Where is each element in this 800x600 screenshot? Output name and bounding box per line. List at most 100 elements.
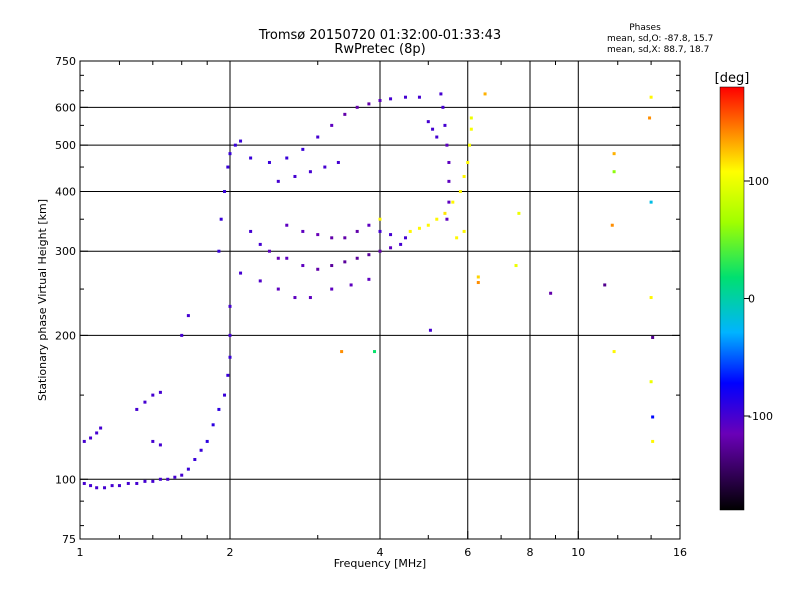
data-point — [135, 481, 139, 485]
data-point — [276, 179, 280, 183]
data-point — [343, 260, 347, 264]
data-point — [649, 95, 653, 99]
data-point — [408, 229, 412, 233]
data-point — [439, 92, 443, 96]
data-point — [219, 217, 223, 221]
data-point — [649, 200, 653, 204]
data-point — [431, 127, 435, 131]
data-point — [173, 475, 177, 479]
data-point — [349, 283, 353, 287]
data-point — [239, 271, 243, 275]
data-point — [258, 242, 262, 246]
data-point — [228, 304, 232, 308]
colorbar-tick-label: -100 — [748, 410, 773, 423]
data-point — [276, 287, 280, 291]
data-point — [378, 229, 382, 233]
data-point — [469, 116, 473, 120]
data-point — [417, 95, 421, 99]
data-point — [308, 296, 312, 300]
data-point — [228, 333, 232, 337]
data-point — [648, 116, 652, 120]
data-point — [458, 189, 462, 193]
data-points — [82, 92, 655, 490]
data-point — [466, 160, 470, 164]
data-point — [110, 484, 114, 488]
x-tick-label: 6 — [464, 546, 471, 559]
x-tick-label: 4 — [377, 546, 384, 559]
data-point — [89, 436, 93, 440]
data-point — [103, 486, 107, 490]
data-point — [649, 296, 653, 300]
data-point — [462, 229, 466, 233]
chart-title: Tromsø 20150720 01:32:00-01:33:43 — [258, 28, 501, 43]
data-point — [355, 105, 359, 109]
data-point — [330, 287, 334, 291]
data-point — [343, 236, 347, 240]
data-point — [612, 152, 616, 156]
data-point — [389, 233, 393, 237]
y-axis-label: Stationary phase Virtual Height [km] — [36, 199, 49, 401]
data-point — [549, 291, 553, 295]
data-point — [135, 407, 139, 411]
legend-entry-o: mean, sd,O: -87.8, 15.7 — [607, 34, 713, 44]
grid — [80, 61, 680, 539]
data-point — [367, 277, 371, 281]
x-tick-label: 16 — [673, 546, 687, 559]
data-point — [399, 242, 403, 246]
data-point — [226, 373, 230, 377]
data-point — [158, 477, 162, 481]
data-point — [343, 112, 347, 116]
data-point — [158, 443, 162, 447]
data-point — [612, 350, 616, 354]
data-point — [186, 467, 190, 471]
y-tick-label: 500 — [55, 139, 76, 152]
data-point — [455, 236, 459, 240]
data-point — [180, 473, 184, 477]
colorbar-tick-label: 100 — [748, 175, 769, 188]
data-point — [651, 415, 655, 419]
data-point — [373, 350, 377, 354]
data-point — [285, 256, 289, 260]
data-point — [82, 439, 86, 443]
data-point — [267, 249, 271, 253]
data-point — [514, 264, 518, 268]
colorbar: [deg] 100 0 -100 — [715, 71, 773, 511]
y-tick-label: 100 — [55, 473, 76, 486]
data-point — [435, 217, 439, 221]
legend-entry-x: mean, sd,X: 88.7, 18.7 — [607, 45, 709, 55]
data-point — [308, 170, 312, 174]
legend: Phases mean, sd,O: -87.8, 15.7 mean, sd,… — [607, 23, 713, 55]
data-point — [443, 123, 447, 127]
data-point — [205, 439, 209, 443]
data-point — [612, 170, 616, 174]
data-point — [301, 147, 305, 151]
data-point — [378, 249, 382, 253]
y-tick-label: 600 — [55, 101, 76, 114]
data-point — [649, 380, 653, 384]
data-point — [151, 439, 155, 443]
y-tick-label: 750 — [55, 55, 76, 68]
data-point — [610, 223, 614, 227]
data-point — [95, 431, 99, 435]
x-tick-label: 2 — [227, 546, 234, 559]
data-point — [143, 400, 147, 404]
x-axis-label: Frequency [MHz] — [334, 557, 426, 570]
data-point — [126, 481, 130, 485]
data-point — [389, 97, 393, 101]
y-tick-label: 200 — [55, 329, 76, 342]
y-axis-ticks: 75 100 200 300 400 500 600 750 — [55, 55, 680, 546]
data-point — [389, 246, 393, 250]
data-point — [249, 156, 253, 160]
data-point — [367, 102, 371, 106]
data-point — [249, 229, 253, 233]
data-point — [403, 236, 407, 240]
data-point — [476, 281, 480, 285]
data-point — [211, 423, 215, 427]
data-point — [336, 160, 340, 164]
chart-subtitle: RwPretec (8p) — [334, 42, 425, 57]
data-point — [367, 223, 371, 227]
legend-title: Phases — [629, 23, 661, 33]
colorbar-tick-label: 0 — [748, 293, 755, 306]
data-point — [143, 479, 147, 483]
x-tick-label: 8 — [527, 546, 534, 559]
